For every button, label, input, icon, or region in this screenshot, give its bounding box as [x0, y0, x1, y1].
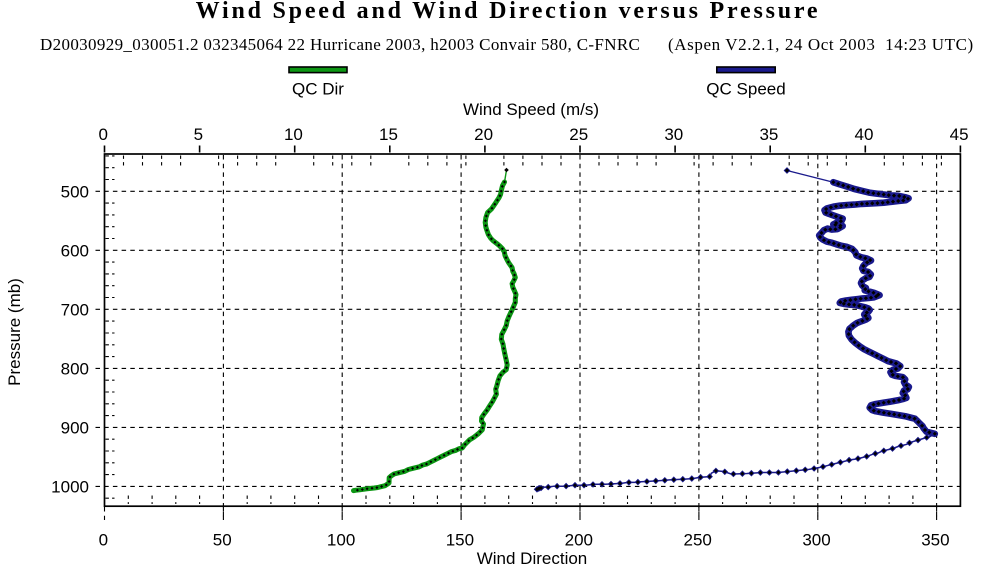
svg-text:10: 10 — [284, 125, 303, 144]
svg-text:700: 700 — [61, 300, 89, 319]
svg-text:45: 45 — [950, 125, 969, 144]
svg-text:15: 15 — [379, 125, 398, 144]
svg-text:QC Dir: QC Dir — [292, 79, 344, 98]
svg-text:20: 20 — [474, 125, 493, 144]
svg-text:200: 200 — [565, 530, 593, 549]
svg-text:40: 40 — [855, 125, 874, 144]
svg-text:35: 35 — [759, 125, 778, 144]
svg-text:(Aspen V2.2.1, 24 Oct 2003 14: (Aspen V2.2.1, 24 Oct 2003 14:23 UTC) — [668, 35, 974, 54]
svg-text:D20030929_030051.2 032345064 2: D20030929_030051.2 032345064 22 Hurrican… — [40, 35, 640, 54]
svg-text:250: 250 — [684, 530, 712, 549]
svg-text:0: 0 — [99, 530, 108, 549]
svg-text:500: 500 — [61, 182, 89, 201]
svg-text:800: 800 — [61, 359, 89, 378]
svg-text:600: 600 — [61, 241, 89, 260]
svg-text:Wind Speed and Wind Direction: Wind Speed and Wind Direction versus Pre… — [196, 0, 821, 24]
svg-text:1000: 1000 — [51, 477, 89, 496]
svg-text:Wind Speed (m/s): Wind Speed (m/s) — [463, 100, 599, 119]
svg-text:5: 5 — [194, 125, 203, 144]
svg-text:Wind Direction: Wind Direction — [477, 549, 588, 568]
svg-text:0: 0 — [98, 125, 107, 144]
svg-text:Pressure (mb): Pressure (mb) — [5, 278, 24, 386]
svg-text:30: 30 — [664, 125, 683, 144]
svg-text:25: 25 — [569, 125, 588, 144]
svg-text:300: 300 — [802, 530, 830, 549]
svg-text:QC Speed: QC Speed — [706, 79, 785, 98]
svg-text:900: 900 — [61, 418, 89, 437]
svg-text:100: 100 — [327, 530, 355, 549]
svg-text:150: 150 — [446, 530, 474, 549]
svg-text:350: 350 — [921, 530, 949, 549]
svg-text:50: 50 — [213, 530, 232, 549]
